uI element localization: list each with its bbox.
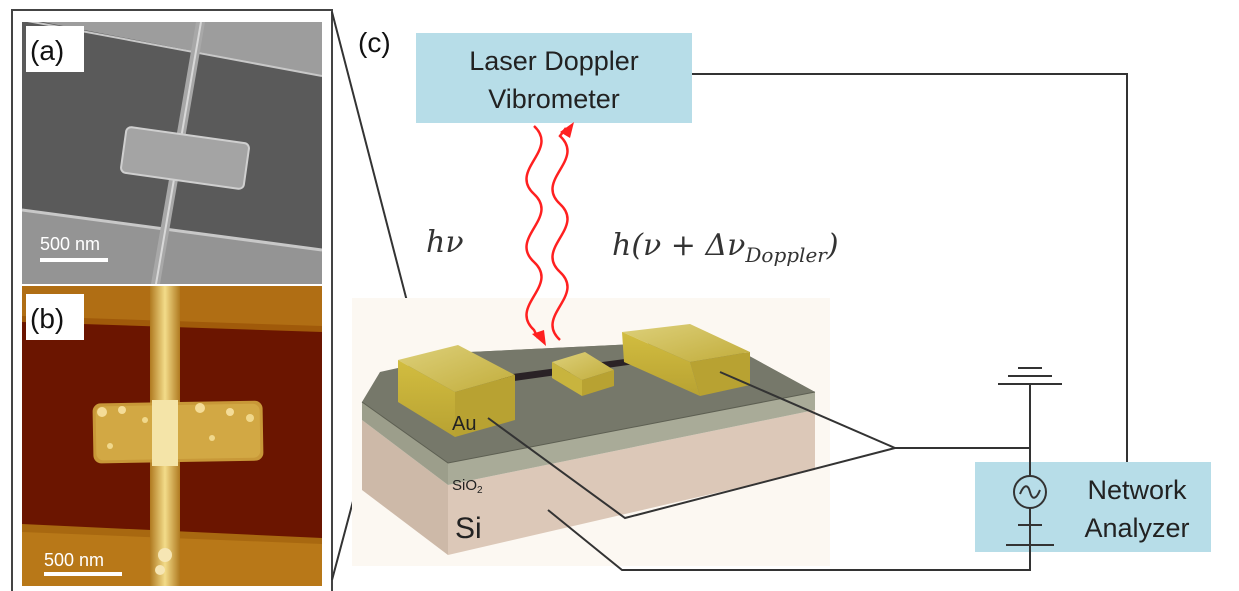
panel-b-label-bg [26, 294, 84, 340]
micrograph-frame [11, 9, 333, 591]
incident-beam [525, 125, 543, 339]
panel-b-label: (b) [30, 303, 64, 334]
equation-incident: hν [426, 225, 464, 260]
equation-reflected: h(ν + ΔνDoppler) [612, 228, 839, 267]
wire-vibrometer-to-analyzer [692, 73, 1128, 462]
equation-reflected-main: h(ν + Δν [612, 228, 745, 263]
vibrometer-label-line1: Laser Doppler [469, 46, 639, 76]
panel-a-scale-label: 500 nm [40, 234, 100, 254]
equation-reflected-sub: Doppler [744, 243, 828, 267]
panel-a-label-bg [26, 26, 84, 72]
wire-right-pad [719, 371, 896, 449]
label-oxide-base: SiO [452, 477, 477, 494]
laser-doppler-vibrometer-box: Laser Doppler Vibrometer [416, 33, 692, 123]
laser-beams [525, 122, 574, 346]
gold-pad-right [622, 324, 750, 396]
gold-pad-left [398, 345, 515, 437]
reflected-arrowhead-icon [560, 122, 574, 138]
label-oxide-sub: 2 [477, 485, 483, 496]
label-silicon: Si [455, 512, 482, 545]
panel-c-label: (c) [358, 27, 391, 58]
reflected-beam [551, 127, 569, 341]
circuit-wiring [487, 73, 1128, 571]
scale-bar-line [44, 572, 122, 576]
label-gold: Au [452, 413, 476, 435]
wire-left-pad [487, 417, 896, 520]
analyzer-label-line2: Analyzer [1084, 513, 1189, 543]
panel-a-label: (a) [30, 35, 64, 66]
equation-reflected-close: ) [826, 228, 839, 263]
ground-icon [998, 367, 1062, 400]
vibrometer-label-line2: Vibrometer [488, 84, 620, 114]
incident-arrowhead-icon [532, 330, 546, 346]
scale-bar-line [40, 258, 108, 262]
label-oxide: SiO2 [452, 477, 483, 496]
network-analyzer-box: Network Analyzer [975, 462, 1211, 552]
analyzer-label-line1: Network [1087, 475, 1187, 505]
wire-substrate [547, 509, 1031, 571]
gold-paddle-center [552, 352, 614, 396]
panel-b-scale-label: 500 nm [44, 550, 104, 570]
